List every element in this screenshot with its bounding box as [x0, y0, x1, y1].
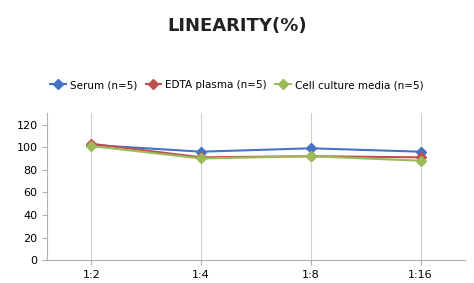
EDTA plasma (n=5): [308, 155, 314, 158]
EDTA plasma (n=5): [418, 156, 423, 159]
Legend: Serum (n=5), EDTA plasma (n=5), Cell culture media (n=5): Serum (n=5), EDTA plasma (n=5), Cell cul…: [46, 76, 428, 94]
Serum (n=5): [89, 143, 94, 147]
Cell culture media (n=5): [198, 157, 204, 160]
Cell culture media (n=5): [418, 159, 423, 162]
Serum (n=5): [198, 150, 204, 153]
Text: LINEARITY(%): LINEARITY(%): [167, 17, 307, 35]
Line: Serum (n=5): Serum (n=5): [88, 142, 424, 155]
Cell culture media (n=5): [89, 144, 94, 148]
Cell culture media (n=5): [308, 155, 314, 158]
Line: Cell culture media (n=5): Cell culture media (n=5): [88, 143, 424, 164]
EDTA plasma (n=5): [89, 142, 94, 145]
Serum (n=5): [418, 150, 423, 153]
EDTA plasma (n=5): [198, 156, 204, 159]
Serum (n=5): [308, 147, 314, 150]
Line: EDTA plasma (n=5): EDTA plasma (n=5): [88, 140, 424, 161]
